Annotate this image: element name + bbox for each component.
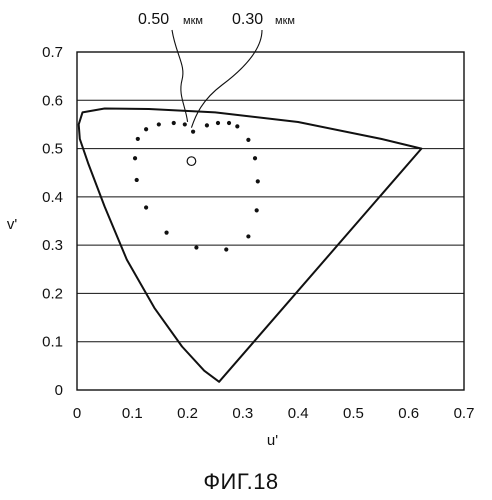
data-point xyxy=(205,123,209,127)
data-point xyxy=(157,122,161,126)
x-tick-label: 0.6 xyxy=(398,405,419,422)
data-point xyxy=(255,208,259,212)
y-tick-label: 0.1 xyxy=(42,334,63,351)
white-point-marker xyxy=(187,157,196,166)
data-point xyxy=(256,179,260,183)
data-point xyxy=(194,245,198,249)
x-tick-label: 0.3 xyxy=(232,405,253,422)
data-point xyxy=(183,122,187,126)
data-point xyxy=(216,121,220,125)
data-point xyxy=(246,138,250,142)
y-tick-label: 0.3 xyxy=(42,237,63,254)
y-tick-label: 0.2 xyxy=(42,285,63,302)
data-point xyxy=(144,205,148,209)
figure-caption: ФИГ.18 xyxy=(203,469,278,494)
x-tick-label: 0 xyxy=(73,405,81,422)
annotation-unit: мкм xyxy=(183,15,203,27)
data-point xyxy=(253,156,257,160)
data-point xyxy=(191,130,195,134)
data-point xyxy=(235,124,239,128)
data-point xyxy=(164,230,168,234)
x-tick-label: 0.7 xyxy=(454,405,475,422)
data-point xyxy=(144,127,148,131)
y-axis-label: v' xyxy=(7,216,18,233)
annotation-leader xyxy=(172,30,188,122)
y-tick-label: 0.7 xyxy=(42,44,63,61)
data-points xyxy=(133,121,260,252)
y-tick-label: 0 xyxy=(55,382,63,399)
gridlines xyxy=(77,100,464,341)
x-axis-label: u' xyxy=(267,432,278,449)
annotation-value: 0.30 xyxy=(232,11,263,28)
data-point xyxy=(172,121,176,125)
data-point xyxy=(135,178,139,182)
data-point xyxy=(136,137,140,141)
annotation-unit: мкм xyxy=(275,15,295,27)
y-tick-label: 0.5 xyxy=(42,141,63,158)
x-tick-label: 0.2 xyxy=(177,405,198,422)
annotation-value: 0.50 xyxy=(138,11,169,28)
y-tick-label: 0.6 xyxy=(42,92,63,109)
x-tick-label: 0.4 xyxy=(288,405,309,422)
data-point xyxy=(224,247,228,251)
data-point xyxy=(227,121,231,125)
x-tick-label: 0.1 xyxy=(122,405,143,422)
y-tick-label: 0.4 xyxy=(42,189,63,206)
x-tick-label: 0.5 xyxy=(343,405,364,422)
data-point xyxy=(246,234,250,238)
data-point xyxy=(133,156,137,160)
plot-frame xyxy=(77,52,464,390)
